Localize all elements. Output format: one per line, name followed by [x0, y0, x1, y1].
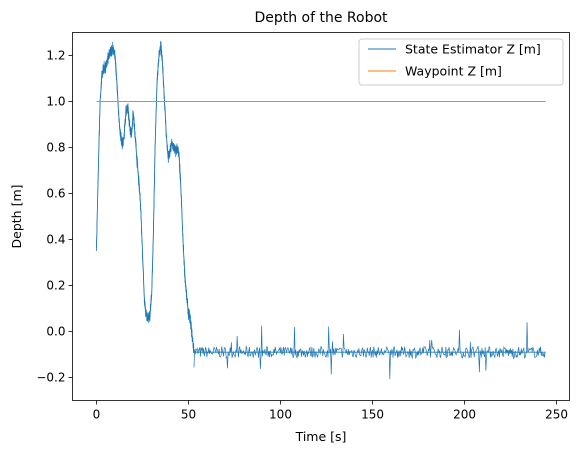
chart-title: Depth of the Robot: [254, 10, 388, 26]
y-tick-label: 1.2: [46, 49, 65, 63]
legend-label-state-estimator: State Estimator Z [m]: [405, 42, 541, 57]
y-tick-label: 0.0: [46, 325, 65, 339]
plot-frame: [72, 32, 570, 401]
x-tick-label: 150: [361, 408, 384, 422]
y-tick-label: 1.0: [46, 95, 65, 109]
legend: State Estimator Z [m] Waypoint Z [m]: [358, 38, 564, 86]
x-tick-label: 100: [269, 408, 292, 422]
y-tick-label: 0.8: [46, 141, 65, 155]
ticks-layer: 0 50 100 150 200 250 −0.2 0.0 0.2 0.4 0.6 0.8 1.0 1.2: [36, 49, 568, 422]
x-tick-label: 250: [545, 408, 568, 422]
y-axis-label: Depth [m]: [9, 185, 24, 249]
series-layer: [96, 41, 546, 380]
x-tick-label: 50: [181, 408, 196, 422]
y-tick-label: 0.2: [46, 279, 65, 293]
legend-label-waypoint: Waypoint Z [m]: [405, 64, 502, 79]
plot-area: [72, 32, 570, 401]
series-state-estimator-line: [96, 44, 546, 353]
y-tick-label: −0.2: [36, 371, 65, 385]
x-axis-label: Time [s]: [295, 429, 347, 444]
x-tick-label: 0: [93, 408, 101, 422]
x-tick-label: 200: [453, 408, 476, 422]
legend-box: [358, 38, 564, 86]
series-state-estimator-noise: [193, 322, 546, 380]
y-tick-label: 0.6: [46, 187, 65, 201]
y-tick-label: 0.4: [46, 233, 65, 247]
